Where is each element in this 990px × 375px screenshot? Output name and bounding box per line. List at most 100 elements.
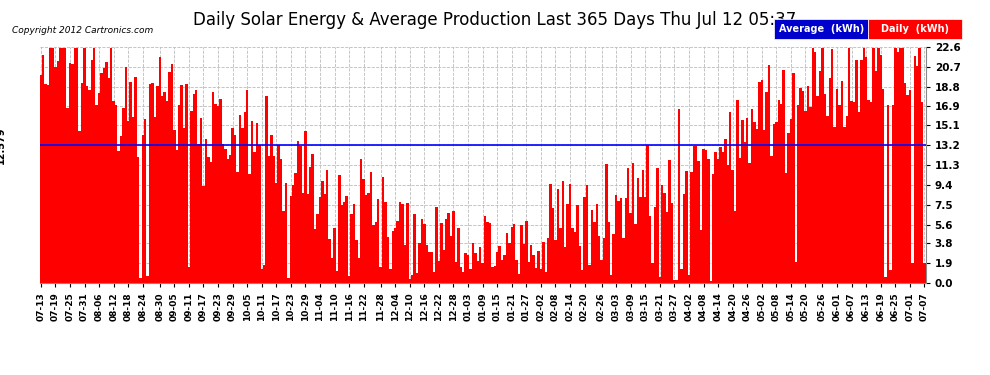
Bar	[511, 227, 513, 283]
Bar	[489, 222, 491, 283]
Bar	[331, 258, 334, 283]
Bar	[683, 194, 685, 283]
Bar	[207, 157, 210, 283]
Bar	[924, 263, 926, 283]
Bar	[120, 136, 122, 283]
Bar	[135, 77, 137, 283]
Bar	[341, 205, 344, 283]
Bar	[42, 55, 45, 283]
Bar	[396, 222, 399, 283]
Bar	[843, 126, 845, 283]
Bar	[897, 52, 899, 283]
Bar	[190, 111, 192, 283]
Bar	[710, 280, 712, 283]
Bar	[518, 274, 521, 283]
Bar	[292, 185, 294, 283]
Bar	[389, 269, 392, 283]
Bar	[661, 185, 663, 283]
Bar	[829, 78, 831, 283]
Bar	[438, 261, 441, 283]
Bar	[809, 107, 812, 283]
Bar	[826, 116, 829, 283]
Bar	[690, 172, 693, 283]
Bar	[613, 234, 615, 283]
Text: Average  (kWh): Average (kWh)	[778, 24, 864, 34]
Text: Daily Solar Energy & Average Production Last 365 Days Thu Jul 12 05:37: Daily Solar Energy & Average Production …	[193, 11, 797, 29]
Bar	[250, 122, 253, 283]
Bar	[447, 213, 449, 283]
Bar	[66, 108, 68, 283]
Bar	[476, 261, 479, 283]
Bar	[130, 82, 132, 283]
Bar	[775, 122, 777, 283]
Bar	[367, 194, 369, 283]
Bar	[901, 48, 904, 283]
Bar	[855, 60, 857, 283]
Bar	[467, 255, 469, 283]
Bar	[566, 204, 569, 283]
Bar	[350, 214, 352, 283]
Bar	[170, 64, 173, 283]
Bar	[98, 93, 100, 283]
Bar	[717, 159, 720, 283]
Bar	[357, 258, 360, 283]
Bar	[314, 229, 317, 283]
Bar	[620, 198, 622, 283]
Bar	[586, 185, 588, 283]
Bar	[234, 135, 237, 283]
Bar	[392, 231, 394, 283]
Bar	[644, 197, 646, 283]
Bar	[304, 131, 307, 283]
Bar	[117, 151, 120, 283]
Bar	[464, 254, 467, 283]
Bar	[178, 105, 180, 283]
Bar	[919, 48, 921, 283]
Bar	[603, 238, 605, 283]
Bar	[302, 194, 304, 283]
Bar	[267, 156, 270, 283]
Bar	[372, 225, 374, 283]
Bar	[217, 106, 219, 283]
Bar	[637, 178, 640, 283]
Bar	[237, 172, 239, 283]
Bar	[484, 216, 486, 283]
Bar	[377, 199, 379, 283]
Bar	[183, 128, 185, 283]
Bar	[770, 156, 773, 283]
Bar	[113, 100, 115, 283]
Bar	[258, 145, 260, 283]
Bar	[110, 48, 113, 283]
Bar	[428, 252, 431, 283]
Bar	[521, 225, 523, 283]
Bar	[255, 123, 258, 283]
Bar	[627, 168, 630, 283]
Bar	[232, 128, 234, 283]
Bar	[272, 156, 275, 283]
Bar	[299, 146, 302, 283]
Bar	[755, 129, 758, 283]
Bar	[200, 118, 202, 283]
Bar	[352, 204, 355, 283]
Bar	[792, 73, 795, 283]
Text: Copyright 2012 Cartronics.com: Copyright 2012 Cartronics.com	[12, 26, 153, 35]
Bar	[720, 147, 722, 283]
Bar	[319, 198, 321, 283]
Bar	[287, 278, 290, 283]
Bar	[188, 267, 190, 283]
Bar	[260, 268, 263, 283]
Bar	[503, 255, 506, 283]
Bar	[857, 112, 860, 283]
Bar	[768, 65, 770, 283]
Bar	[244, 112, 246, 283]
Bar	[656, 168, 658, 283]
Bar	[51, 48, 54, 283]
Bar	[732, 170, 734, 283]
Bar	[773, 124, 775, 283]
Bar	[436, 207, 438, 283]
Bar	[538, 252, 540, 283]
Bar	[324, 194, 326, 283]
Bar	[765, 92, 768, 283]
Bar	[879, 55, 882, 283]
Bar	[705, 150, 707, 283]
Bar	[845, 116, 848, 283]
